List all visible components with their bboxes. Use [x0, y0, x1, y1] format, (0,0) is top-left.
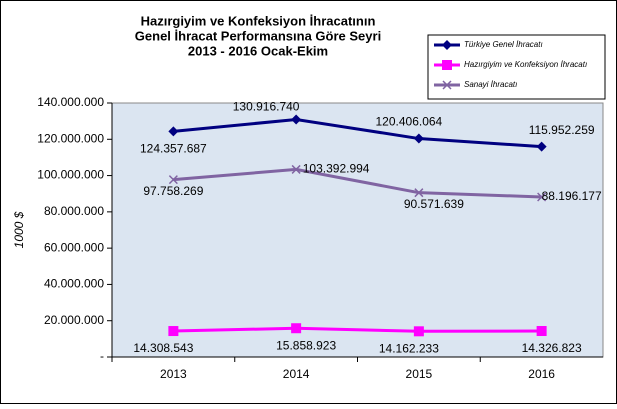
y-tick-label: 40.000.000 — [44, 277, 104, 291]
chart-title: Hazırgiyim ve Konfeksiyon İhracatının — [141, 13, 376, 28]
marker — [168, 126, 179, 137]
marker — [442, 80, 452, 90]
marker — [291, 323, 302, 334]
marker — [168, 175, 178, 185]
series-line — [173, 117, 542, 149]
marker — [168, 326, 179, 337]
y-axis-label: 1000 $ — [12, 211, 26, 248]
chart-title: 2013 - 2016 Ocak-Ekim — [188, 43, 328, 58]
legend-label: Hazırgiyim ve Konfeksiyon İhracatı — [464, 60, 587, 69]
y-tick-label: 80.000.000 — [44, 204, 104, 218]
marker — [414, 188, 424, 198]
data-label: 115.952.259 — [529, 123, 595, 137]
y-tick-label: 100.000.000 — [37, 168, 104, 182]
y-tick-label: - — [100, 349, 104, 363]
marker — [291, 164, 301, 174]
x-tick-label: 2013 — [160, 367, 187, 381]
data-label: 90.571.639 — [404, 197, 464, 211]
data-label: 14.308.543 — [133, 341, 193, 355]
y-tick-label: 120.000.000 — [37, 131, 104, 145]
marker — [536, 141, 547, 152]
marker — [413, 326, 424, 337]
series-line — [173, 326, 542, 333]
data-label: 14.326.823 — [522, 341, 582, 355]
y-tick-label: 60.000.000 — [44, 240, 104, 254]
data-label: 15.858.923 — [276, 338, 336, 352]
y-tick-label: 140.000.000 — [37, 95, 104, 109]
marker — [536, 326, 547, 337]
x-tick-label: 2014 — [283, 367, 310, 381]
data-label: 120.406.064 — [376, 115, 443, 129]
marker — [537, 192, 547, 202]
x-tick-label: 2016 — [528, 367, 555, 381]
data-label: 130.916.740 — [233, 100, 300, 114]
marker — [442, 60, 452, 70]
data-label: 14.162.233 — [379, 341, 439, 355]
series-line — [173, 167, 542, 199]
data-label: 103.392.994 — [303, 162, 370, 176]
chart-title: Genel İhracat Performansına Göre Seyri — [135, 28, 381, 43]
marker — [442, 40, 452, 50]
y-tick-label: 20.000.000 — [44, 313, 104, 327]
data-label: 124.357.687 — [140, 142, 207, 156]
data-label: 88.196.177 — [542, 189, 602, 203]
legend-label: Türkiye Genel İhracatı — [464, 40, 543, 49]
marker — [291, 114, 302, 125]
marker — [413, 133, 424, 144]
x-tick-label: 2015 — [406, 367, 433, 381]
legend-label: Sanayi İhracatı — [464, 80, 517, 89]
data-label: 97.758.269 — [143, 184, 203, 198]
